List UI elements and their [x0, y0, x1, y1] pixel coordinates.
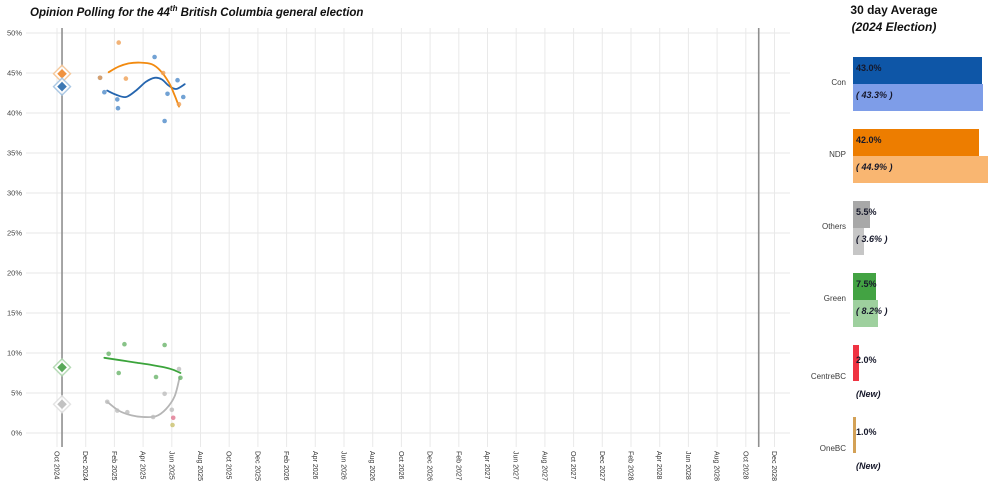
- x-axis-tick-label: Aug 2027: [540, 451, 547, 481]
- y-axis-tick-label: 15%: [7, 309, 22, 318]
- title-superscript: th: [169, 4, 178, 13]
- y-axis-tick-label: 45%: [7, 69, 22, 78]
- x-axis-tick-label: Apr 2028: [655, 451, 662, 480]
- trend-line-ndp: [107, 61, 180, 108]
- trend-line-con: [106, 76, 186, 99]
- x-axis-tick-label: Dec 2028: [770, 451, 777, 481]
- x-axis-tick-label: Jun 2025: [167, 451, 174, 480]
- poll-point-others: [150, 414, 156, 420]
- x-axis-tick-label: Aug 2028: [713, 451, 720, 481]
- election-result-diamond-ndp: [57, 69, 67, 79]
- poll-point-con: [180, 94, 186, 100]
- x-axis-tick-label: Jun 2027: [512, 451, 519, 480]
- x-axis-tick-label: Dec 2024: [81, 451, 88, 481]
- x-axis-tick-label: Jun 2026: [340, 451, 347, 480]
- x-axis-tick-label: Oct 2025: [225, 451, 232, 480]
- x-axis-tick-label: Apr 2027: [483, 451, 490, 480]
- x-axis-tick-label: Dec 2026: [426, 451, 433, 481]
- election-result-diamond-green: [57, 362, 67, 373]
- x-axis-tick-label: Apr 2025: [139, 451, 146, 480]
- y-axis-tick-label: 0%: [11, 429, 22, 438]
- x-axis-tick-label: Jun 2028: [684, 451, 691, 480]
- y-axis-tick-label: 20%: [7, 269, 22, 278]
- y-axis-tick-label: 5%: [11, 389, 22, 398]
- x-axis-tick-label: Oct 2027: [569, 451, 576, 480]
- poll-point-others: [125, 409, 130, 415]
- x-axis-tick-label: Feb 2027: [454, 451, 461, 481]
- poll-point-green: [153, 374, 159, 380]
- x-axis-tick-label: Feb 2028: [627, 451, 634, 481]
- trend-line-green: [103, 356, 182, 374]
- poll-point-others: [176, 366, 182, 372]
- x-axis-tick-label: Apr 2026: [311, 451, 318, 480]
- y-axis-tick-label: 40%: [7, 109, 22, 118]
- x-axis-tick-label: Oct 2026: [397, 451, 404, 480]
- x-axis-tick-label: Aug 2025: [196, 451, 203, 481]
- y-axis-tick-label: 30%: [7, 189, 22, 198]
- poll-point-green: [106, 351, 111, 357]
- poll-point-ndp: [97, 75, 103, 81]
- poll-point-others: [169, 407, 175, 413]
- poll-point-con: [175, 77, 180, 83]
- poll-point-others: [162, 391, 167, 397]
- poll-point-centrebc: [170, 415, 176, 421]
- x-axis-tick-label: Feb 2025: [110, 451, 117, 481]
- poll-point-green: [162, 342, 167, 348]
- poll-point-onebc: [170, 422, 175, 428]
- x-axis-tick-label: Oct 2024: [53, 451, 60, 480]
- x-axis-tick-label: Dec 2027: [598, 451, 605, 481]
- x-axis-tick-label: Aug 2026: [368, 451, 375, 481]
- election-result-diamond-others: [57, 399, 67, 409]
- title-prefix: Opinion Polling for the 44: [30, 6, 170, 19]
- poll-point-ndp: [123, 76, 129, 81]
- poll-point-green: [122, 341, 127, 347]
- poll-point-con: [162, 118, 167, 124]
- trend-line-others: [106, 376, 181, 419]
- poll-point-con: [102, 89, 107, 95]
- poll-point-others: [104, 399, 110, 405]
- y-axis-tick-label: 50%: [7, 29, 22, 38]
- title-suffix: British Columbia general election: [177, 6, 364, 19]
- poll-point-ndp: [176, 101, 182, 107]
- poll-point-con: [115, 105, 121, 111]
- page-title: Opinion Polling for the 44th British Col…: [30, 4, 363, 19]
- poll-point-green: [116, 370, 122, 376]
- y-axis-tick-label: 25%: [7, 229, 22, 238]
- poll-point-others: [114, 408, 120, 413]
- poll-point-ndp: [116, 40, 122, 45]
- poll-point-con: [152, 54, 157, 60]
- y-axis-tick-label: 10%: [7, 349, 22, 358]
- poll-point-con: [165, 91, 170, 97]
- poll-point-ndp: [160, 70, 166, 76]
- y-axis-tick-label: 35%: [7, 149, 22, 158]
- x-axis-tick-label: Dec 2025: [253, 451, 260, 481]
- poll-point-con: [114, 97, 120, 102]
- x-axis-tick-label: Oct 2028: [741, 451, 748, 480]
- poll-point-green: [178, 375, 183, 381]
- election-result-diamond-con: [57, 81, 67, 92]
- x-axis-tick-label: Feb 2026: [282, 451, 289, 481]
